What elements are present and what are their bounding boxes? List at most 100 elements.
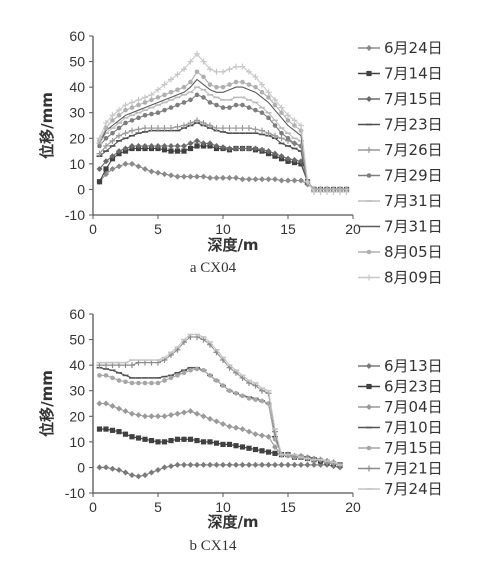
data-point bbox=[155, 380, 161, 386]
data-point bbox=[207, 373, 213, 378]
data-point bbox=[240, 102, 245, 108]
data-point bbox=[214, 84, 219, 90]
data-point bbox=[103, 142, 109, 149]
data-point bbox=[122, 408, 129, 415]
legend-label: 7月29日 bbox=[384, 167, 443, 185]
x-tick-label: 20 bbox=[345, 499, 361, 515]
data-point bbox=[136, 102, 141, 108]
data-point bbox=[155, 169, 161, 176]
legend-label: 7月23日 bbox=[384, 116, 443, 134]
data-point bbox=[129, 127, 135, 134]
data-point bbox=[304, 178, 311, 185]
data-point bbox=[259, 398, 265, 404]
data-point bbox=[233, 174, 239, 181]
data-point bbox=[116, 112, 122, 118]
data-point bbox=[220, 68, 226, 75]
data-point bbox=[272, 461, 278, 468]
data-point bbox=[135, 435, 142, 441]
data-point bbox=[148, 125, 155, 132]
data-point bbox=[161, 142, 168, 149]
data-point bbox=[155, 413, 161, 420]
data-point bbox=[233, 79, 239, 85]
data-point bbox=[220, 84, 226, 90]
data-point bbox=[207, 66, 213, 73]
data-point bbox=[148, 413, 155, 420]
data-point bbox=[181, 122, 187, 129]
data-point bbox=[187, 140, 194, 147]
series-line bbox=[99, 333, 341, 466]
data-point bbox=[317, 188, 324, 195]
data-point bbox=[168, 172, 174, 179]
data-point bbox=[155, 110, 161, 116]
data-point bbox=[194, 92, 200, 98]
data-point bbox=[161, 81, 168, 88]
data-point bbox=[155, 95, 161, 100]
data-point bbox=[174, 436, 181, 442]
data-point bbox=[142, 413, 148, 420]
data-point bbox=[155, 466, 161, 473]
data-point bbox=[187, 58, 194, 65]
data-point bbox=[285, 155, 291, 162]
data-point bbox=[162, 378, 167, 383]
data-point bbox=[272, 443, 278, 450]
data-point bbox=[240, 79, 245, 85]
data-point bbox=[272, 102, 278, 108]
data-point bbox=[291, 461, 298, 468]
data-point bbox=[187, 461, 194, 468]
data-point bbox=[123, 379, 128, 385]
data-point bbox=[220, 420, 226, 427]
data-point bbox=[187, 119, 194, 126]
data-point bbox=[259, 110, 265, 116]
data-point bbox=[259, 176, 265, 183]
data-point bbox=[110, 130, 115, 136]
data-point bbox=[109, 112, 116, 119]
data-point bbox=[116, 405, 122, 412]
data-point bbox=[122, 160, 129, 167]
data-point bbox=[149, 97, 154, 103]
data-point bbox=[161, 413, 168, 420]
data-point bbox=[129, 380, 135, 386]
data-point bbox=[265, 449, 272, 455]
data-point bbox=[246, 176, 252, 183]
data-point bbox=[207, 82, 213, 87]
data-point bbox=[194, 117, 200, 124]
data-point bbox=[207, 461, 213, 468]
data-point bbox=[174, 123, 181, 130]
y-tick-label: 60 bbox=[69, 306, 85, 322]
data-point bbox=[220, 144, 226, 151]
data-point bbox=[213, 418, 220, 425]
data-point bbox=[122, 130, 129, 137]
x-tick-label: 5 bbox=[154, 499, 162, 515]
data-point bbox=[181, 173, 187, 180]
data-point bbox=[285, 118, 291, 123]
data-point bbox=[109, 153, 116, 160]
data-point bbox=[259, 89, 265, 95]
data-point bbox=[291, 117, 298, 124]
data-point bbox=[272, 176, 278, 183]
data-point bbox=[175, 87, 180, 92]
y-tick-label: 20 bbox=[69, 130, 85, 146]
data-point bbox=[220, 383, 226, 388]
data-point bbox=[142, 436, 148, 442]
data-point bbox=[103, 166, 109, 172]
data-point bbox=[226, 423, 233, 430]
data-point bbox=[239, 125, 246, 132]
legend-swatch-marker bbox=[366, 445, 372, 451]
data-point bbox=[207, 174, 213, 181]
data-point bbox=[214, 378, 219, 383]
data-point bbox=[168, 105, 174, 110]
data-point bbox=[239, 426, 246, 433]
data-point bbox=[246, 125, 252, 132]
legend-label: 7月26日 bbox=[384, 141, 443, 159]
data-point bbox=[226, 441, 233, 448]
data-point bbox=[142, 165, 148, 172]
data-point bbox=[298, 461, 304, 468]
data-point bbox=[96, 165, 103, 172]
data-point bbox=[122, 431, 129, 437]
data-point bbox=[272, 437, 278, 442]
data-point bbox=[279, 110, 284, 116]
data-point bbox=[103, 135, 109, 141]
data-point bbox=[246, 445, 252, 451]
